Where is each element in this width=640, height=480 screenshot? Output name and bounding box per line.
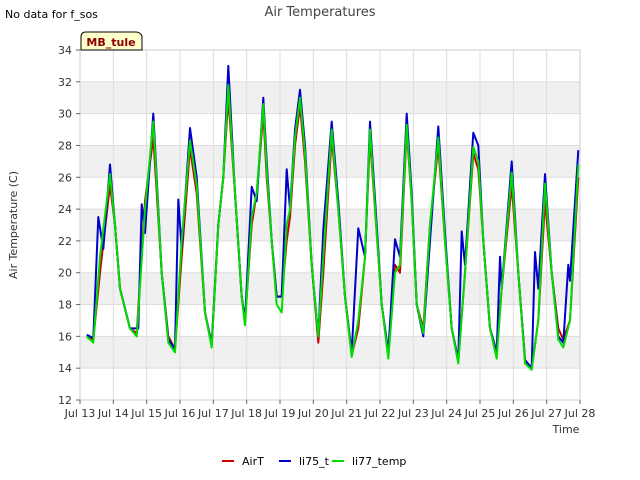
x-tick-label: Jul 26 (497, 407, 529, 420)
y-tick-label: 34 (58, 44, 72, 57)
legend: AirT li75_t li77_temp (222, 455, 406, 468)
series-line-li77-temp (86, 84, 580, 371)
x-tick-label: Jul 13 (64, 407, 96, 420)
x-tick-label: Jul 27 (530, 407, 562, 420)
y-tick-label: 20 (58, 267, 72, 280)
chart-title: Air Temperatures (264, 5, 375, 20)
y-axis-ticks: 12 14 16 18 20 22 24 26 28 30 32 34 (58, 44, 80, 407)
background-band (80, 209, 580, 241)
x-tick-label: Jul 15 (130, 407, 162, 420)
x-axis-ticks: Jul 13 Jul 14 Jul 15 Jul 16 Jul 17 Jul 18 Jul … (64, 400, 596, 420)
x-tick-label: Jul 19 (264, 407, 296, 420)
x-tick-label: Jul 25 (464, 407, 496, 420)
y-tick-label: 24 (58, 203, 72, 216)
y-tick-label: 22 (58, 235, 72, 248)
x-tick-label: Jul 22 (364, 407, 396, 420)
y-tick-label: 26 (58, 171, 72, 184)
y-tick-label: 14 (58, 362, 72, 375)
site-badge-label: MB_tule (86, 36, 135, 49)
legend-label: AirT (242, 455, 264, 468)
legend-label: li77_temp (352, 455, 406, 468)
site-badge: MB_tule (80, 31, 143, 51)
background-band (80, 272, 580, 305)
y-tick-label: 30 (58, 108, 72, 121)
series-lines (86, 64, 580, 371)
x-tick-label: Jul 20 (297, 407, 329, 420)
x-tick-label: Jul 24 (430, 407, 462, 420)
background-band (80, 81, 580, 114)
y-tick-label: 32 (58, 76, 72, 89)
x-tick-label: Jul 16 (164, 407, 196, 420)
y-axis-label: Air Temperature (C) (7, 171, 20, 279)
y-tick-label: 16 (58, 330, 72, 343)
y-tick-label: 18 (58, 299, 72, 312)
x-tick-label: Jul 14 (97, 407, 129, 420)
y-tick-label: 28 (58, 139, 72, 152)
no-data-note: No data for f_sos (5, 8, 98, 21)
y-tick-label: 12 (58, 394, 72, 407)
x-tick-label: Jul 17 (197, 407, 229, 420)
background-band (80, 336, 580, 369)
x-axis-label: Time (552, 423, 580, 436)
legend-label: li75_t (299, 455, 330, 468)
plot-area-frame (79, 49, 581, 401)
x-tick-label: Jul 21 (330, 407, 362, 420)
x-tick-label: Jul 28 (564, 407, 596, 420)
background-bands (80, 81, 580, 369)
x-tick-label: Jul 23 (397, 407, 429, 420)
x-tick-label: Jul 18 (230, 407, 262, 420)
